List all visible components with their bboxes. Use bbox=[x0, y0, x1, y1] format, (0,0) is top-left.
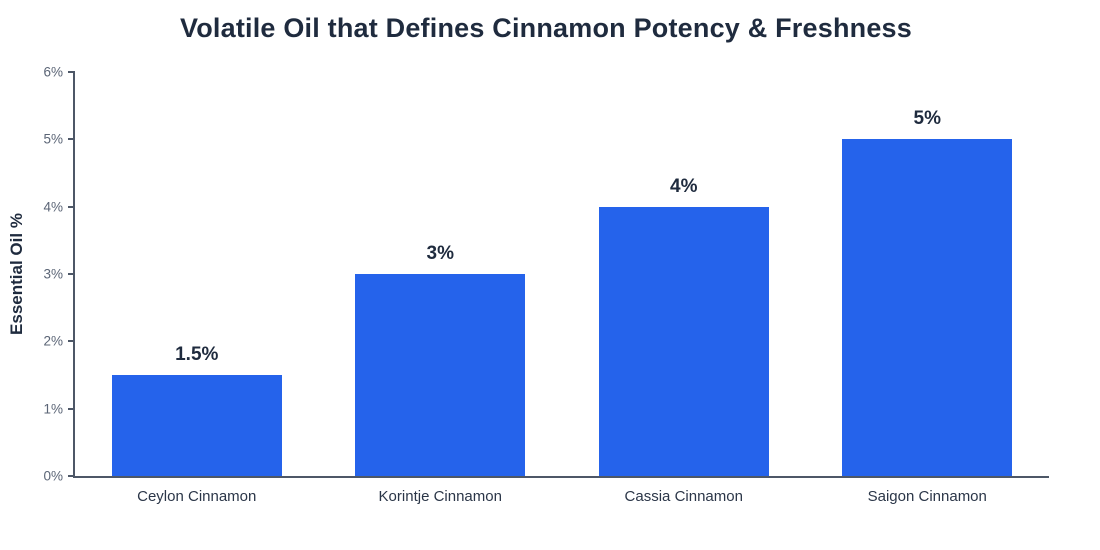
y-tick-mark bbox=[68, 407, 75, 410]
y-tick-label: 1% bbox=[43, 401, 63, 417]
bar-ceylon-cinnamon bbox=[111, 375, 282, 476]
y-tick-mark bbox=[68, 340, 75, 343]
y-tick-mark bbox=[68, 71, 75, 73]
value-label: 5% bbox=[913, 108, 941, 130]
y-tick-label: 6% bbox=[43, 64, 63, 80]
y-tick-label: 3% bbox=[43, 266, 63, 282]
bar-cassia-cinnamon bbox=[598, 206, 769, 476]
y-tick-mark bbox=[68, 273, 75, 275]
value-label: 1.5% bbox=[175, 344, 219, 365]
y-tick-mark bbox=[68, 475, 75, 477]
x-category-label: Ceylon Cinnamon bbox=[137, 488, 257, 505]
x-category-label: Cassia Cinnamon bbox=[624, 488, 743, 505]
y-tick-label: 0% bbox=[43, 468, 63, 484]
value-label: 4% bbox=[670, 175, 698, 197]
chart-title: Volatile Oil that Defines Cinnamon Poten… bbox=[180, 13, 912, 43]
x-category-label: Korintje Cinnamon bbox=[378, 488, 502, 505]
y-tick-label: 5% bbox=[43, 131, 63, 147]
y-tick-mark bbox=[68, 205, 75, 208]
bar-saigon-cinnamon bbox=[842, 139, 1013, 476]
bar-korintje-cinnamon bbox=[355, 274, 526, 476]
plot-area: 0% 1% 2% 3% 4% 5% 6% 1.5% 3% 4% 5% Ceylon Cinnamo… bbox=[43, 65, 1049, 505]
y-axis-title: Essential Oil % bbox=[7, 213, 26, 335]
y-tick-label: 2% bbox=[43, 333, 63, 349]
value-label: 3% bbox=[426, 243, 454, 264]
x-category-label: Saigon Cinnamon bbox=[867, 488, 987, 505]
y-tick-label: 4% bbox=[43, 199, 63, 215]
y-tick-mark bbox=[68, 138, 75, 141]
